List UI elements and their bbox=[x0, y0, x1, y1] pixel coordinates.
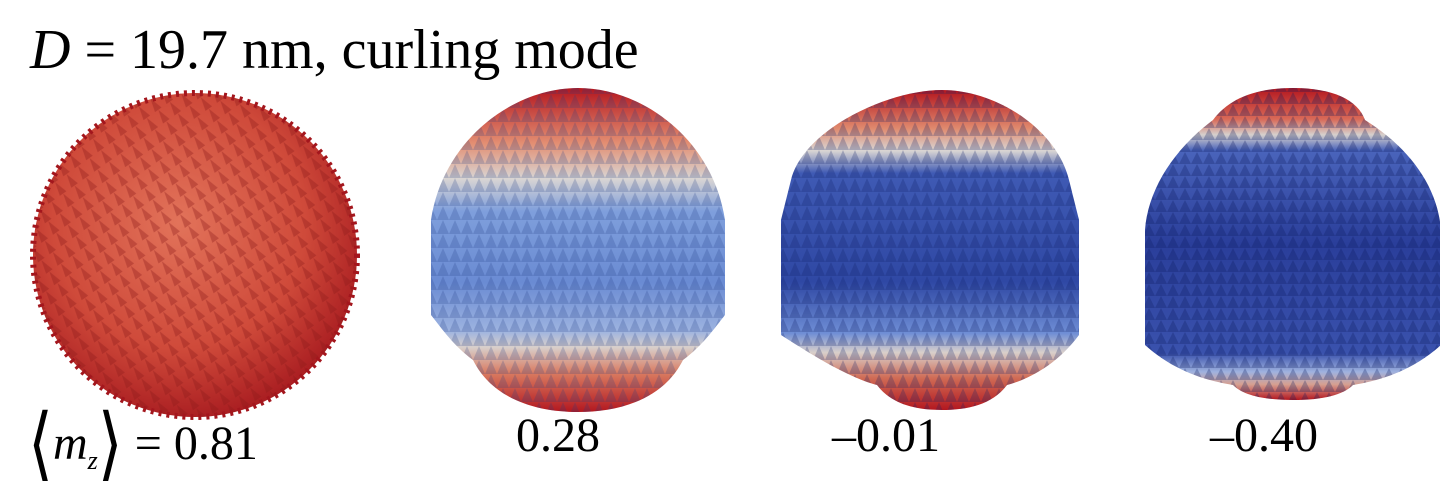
mz-equals: = bbox=[122, 417, 174, 470]
mz-label-1: ⟨mz⟩ = 0.81 bbox=[28, 399, 258, 488]
sphere-3-graphic bbox=[781, 90, 1079, 410]
sphere-2-graphic bbox=[431, 88, 725, 412]
mz-symbol: m bbox=[52, 417, 88, 470]
sphere-panel-1 bbox=[30, 80, 390, 420]
sphere-panel-4 bbox=[1118, 80, 1440, 420]
mz-value-3: –0.01 bbox=[832, 409, 940, 462]
mz-value-4: –0.40 bbox=[1210, 409, 1318, 462]
sphere-panel-3 bbox=[762, 80, 1122, 420]
mz-value-1: 0.81 bbox=[173, 417, 258, 470]
mz-value-2: 0.28 bbox=[516, 409, 600, 462]
mz-subscript: z bbox=[87, 446, 98, 475]
diameter-symbol: D bbox=[30, 19, 71, 81]
title-text: = 19.7 nm, curling mode bbox=[70, 19, 639, 81]
sphere-4-graphic bbox=[1145, 88, 1440, 400]
sphere-1-graphic bbox=[30, 90, 360, 420]
sphere-panel-2 bbox=[398, 80, 758, 420]
figure-title: D = 19.7 nm, curling mode bbox=[30, 22, 639, 78]
